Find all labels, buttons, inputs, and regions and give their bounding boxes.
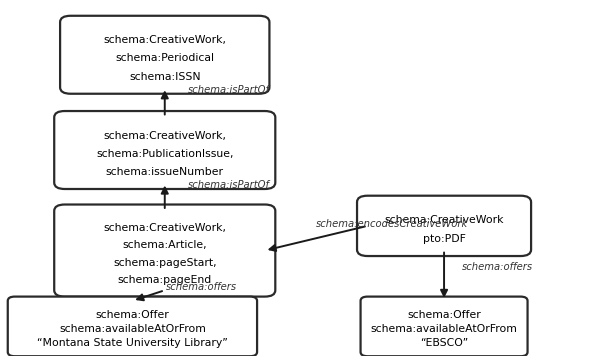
Text: “EBSCO”: “EBSCO”	[420, 338, 468, 348]
Text: schema:pageEnd: schema:pageEnd	[118, 275, 212, 285]
Text: schema:CreativeWork,: schema:CreativeWork,	[103, 35, 226, 45]
FancyBboxPatch shape	[60, 16, 269, 94]
FancyBboxPatch shape	[8, 297, 257, 356]
Text: schema:availableAtOrFrom: schema:availableAtOrFrom	[59, 324, 206, 334]
FancyBboxPatch shape	[357, 196, 531, 256]
FancyBboxPatch shape	[54, 111, 275, 189]
Text: schema:Periodical: schema:Periodical	[115, 53, 214, 63]
Text: schema:isPartOf: schema:isPartOf	[188, 85, 270, 95]
Text: “Montana State University Library”: “Montana State University Library”	[37, 338, 228, 348]
Text: schema:availableAtOrFrom: schema:availableAtOrFrom	[371, 324, 517, 334]
Text: schema:Article,: schema:Article,	[122, 240, 207, 251]
Text: schema:isPartOf: schema:isPartOf	[188, 180, 270, 190]
Text: schema:Offer: schema:Offer	[407, 310, 481, 320]
Text: schema:ISSN: schema:ISSN	[129, 72, 200, 81]
Text: schema:pageStart,: schema:pageStart,	[113, 258, 217, 267]
Text: schema:offers: schema:offers	[166, 282, 238, 292]
Text: schema:CreativeWork,: schema:CreativeWork,	[103, 131, 226, 140]
FancyBboxPatch shape	[361, 297, 527, 356]
FancyBboxPatch shape	[54, 204, 275, 297]
Text: schema:encodesCreativeWork: schema:encodesCreativeWork	[316, 219, 469, 229]
Text: schema:Offer: schema:Offer	[95, 310, 169, 320]
Text: pto:PDF: pto:PDF	[422, 234, 466, 244]
Text: schema:CreativeWork,: schema:CreativeWork,	[103, 223, 226, 233]
Text: schema:issueNumber: schema:issueNumber	[106, 167, 224, 177]
Text: schema:CreativeWork: schema:CreativeWork	[385, 215, 504, 225]
Text: schema:offers: schema:offers	[462, 262, 533, 272]
Text: schema:PublicationIssue,: schema:PublicationIssue,	[96, 149, 233, 159]
